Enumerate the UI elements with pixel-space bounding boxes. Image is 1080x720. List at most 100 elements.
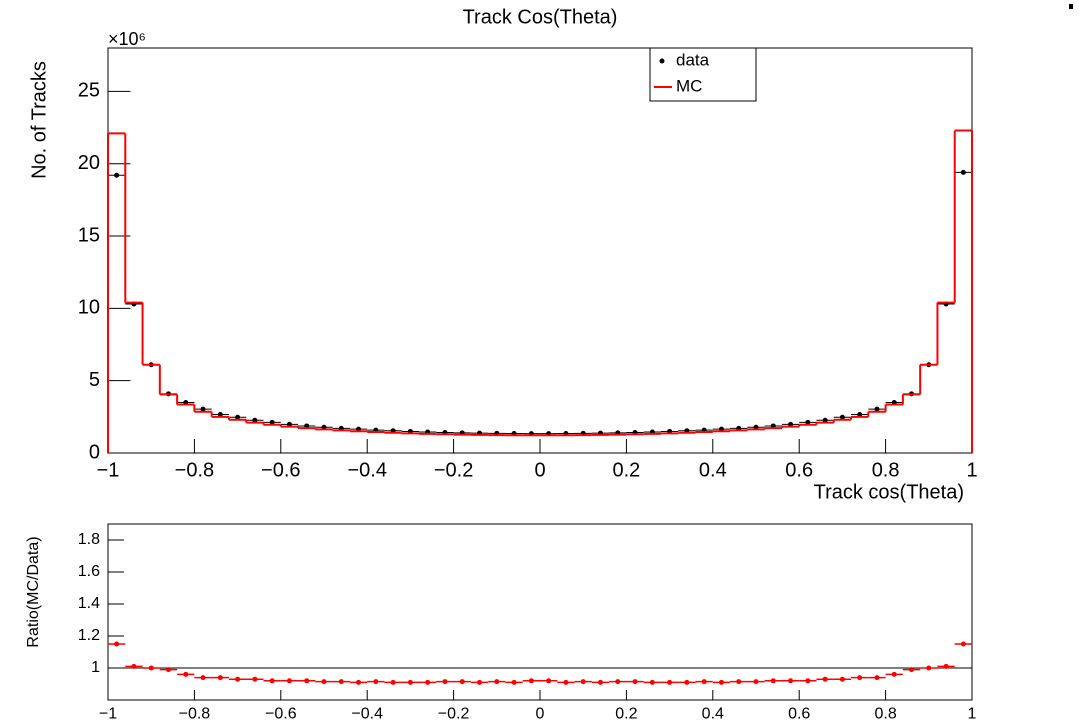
legend-label: MC (676, 76, 702, 95)
y-multiplier: ×10⁶ (108, 29, 146, 49)
ratio-point (632, 679, 638, 685)
ratio-point (684, 679, 690, 685)
ratio-point (304, 678, 310, 684)
x-tick-label: 1 (968, 706, 977, 720)
y-tick-label: 1.6 (78, 563, 100, 580)
ratio-point (597, 679, 603, 685)
ratio-point (442, 679, 448, 685)
y-axis-label: No. of Tracks (28, 61, 50, 179)
ratio-point (563, 679, 569, 685)
ratio-point (926, 665, 932, 671)
x-tick-label: −0.6 (261, 459, 300, 481)
x-tick-label: 0.6 (785, 459, 813, 481)
ratio-point (546, 678, 552, 684)
data-point (788, 421, 794, 427)
y-tick-label: 1 (91, 659, 100, 676)
x-axis-label: Track cos(Theta) (814, 481, 964, 503)
ratio-point (373, 679, 379, 685)
ratio-point (148, 665, 154, 671)
ratio-point (580, 679, 586, 685)
ratio-point (252, 676, 258, 682)
ratio-point (494, 679, 500, 685)
y-tick-label: 10 (78, 297, 100, 319)
y-tick-label: 20 (78, 152, 100, 174)
ratio-point (701, 679, 707, 685)
ratio-point (459, 679, 465, 685)
y-tick-label: 25 (78, 80, 100, 102)
data-point (114, 172, 120, 178)
x-tick-label: 0.2 (615, 706, 637, 720)
data-point (822, 417, 828, 423)
ratio-point (874, 675, 880, 681)
data-point (252, 417, 258, 423)
legend-swatch (659, 58, 665, 64)
data-point (269, 419, 275, 425)
ratio-point (753, 679, 759, 685)
x-tick-label: 0 (536, 706, 545, 720)
ratio-point (217, 675, 223, 681)
data-point (217, 412, 223, 418)
x-tick-label: −0.4 (351, 706, 383, 720)
ratio-point (477, 679, 483, 685)
y-tick-label: 15 (78, 224, 100, 246)
ratio-point (165, 667, 171, 673)
legend-label: data (676, 50, 710, 69)
ratio-point (269, 678, 275, 684)
ratio-point (131, 663, 137, 669)
ratio-point (718, 679, 724, 685)
x-tick-label: 0 (534, 459, 545, 481)
ratio-point (114, 641, 120, 647)
ratio-point (857, 675, 863, 681)
chart-title: Track Cos(Theta) (463, 6, 618, 28)
x-tick-label: 0.2 (612, 459, 640, 481)
ratio-point (788, 678, 794, 684)
ratio-point (235, 676, 241, 682)
x-tick-label: −0.4 (347, 459, 386, 481)
data-point (286, 421, 292, 427)
ratio-point (943, 663, 949, 669)
ratio-point (511, 679, 517, 685)
x-tick-label: −0.2 (438, 706, 470, 720)
ratio-point (183, 671, 189, 677)
ratio-point (407, 679, 413, 685)
ratio-point (615, 679, 621, 685)
ratio-point (528, 678, 534, 684)
x-tick-label: 0.8 (874, 706, 896, 720)
x-tick-label: −1 (99, 706, 117, 720)
data-point (874, 406, 880, 412)
ratio-point (960, 641, 966, 647)
ratio-point (338, 679, 344, 685)
ratio-point (909, 667, 915, 673)
ratio-point (649, 679, 655, 685)
x-tick-label: 0.4 (702, 706, 724, 720)
x-tick-label: 0.6 (788, 706, 810, 720)
data-point (200, 406, 206, 412)
ratio-point (822, 676, 828, 682)
ratio-point (805, 678, 811, 684)
y-tick-label: 0 (89, 441, 100, 463)
ratio-point (200, 675, 206, 681)
ratio-point (891, 671, 897, 677)
data-point (839, 414, 845, 420)
data-point (960, 169, 966, 175)
x-tick-label: −0.2 (434, 459, 473, 481)
ratio-point (839, 676, 845, 682)
x-tick-label: −0.8 (175, 459, 214, 481)
data-point (235, 414, 241, 420)
x-tick-label: −0.6 (265, 706, 297, 720)
x-tick-label: 0.4 (699, 459, 727, 481)
y-tick-label: 1.4 (78, 595, 100, 612)
y-tick-label: 1.2 (78, 627, 100, 644)
ratio-point (356, 679, 362, 685)
x-tick-label: 0.8 (872, 459, 900, 481)
ratio-point (425, 679, 431, 685)
ratio-point (770, 678, 776, 684)
ratio-point (286, 678, 292, 684)
y-axis-label: Ratio(MC/Data) (25, 536, 42, 647)
y-tick-label: 5 (89, 369, 100, 391)
ratio-point (321, 679, 327, 685)
x-tick-label: −0.8 (179, 706, 211, 720)
ratio-point (667, 679, 673, 685)
data-point (857, 412, 863, 418)
